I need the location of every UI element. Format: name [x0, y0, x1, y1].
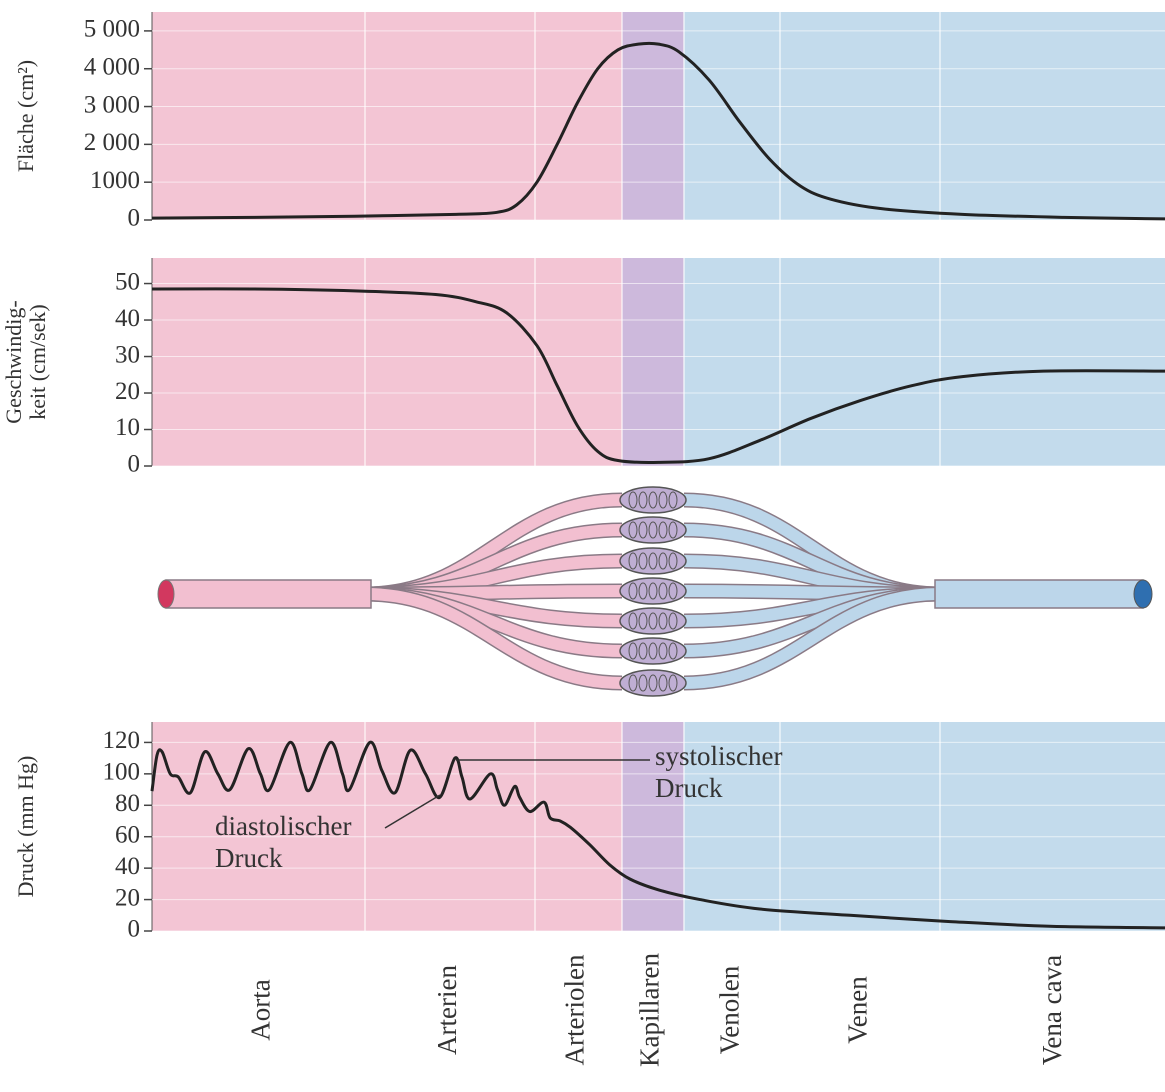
y-tick-label: 50 [115, 268, 140, 295]
region-band [684, 12, 1165, 220]
y-tick-label: 3 000 [84, 91, 140, 118]
figure: 010002 0003 0004 0005 000Fläche (cm²)010… [0, 0, 1165, 1092]
region-band [152, 12, 622, 220]
artery-tube [166, 580, 371, 608]
x-tick-label: Venolen [715, 965, 745, 1054]
y-tick-label: 1000 [90, 167, 140, 194]
vein-tube [935, 580, 1143, 608]
artery-lumen [158, 580, 174, 608]
capillary-bed [620, 548, 686, 574]
y-tick-label: 40 [115, 305, 140, 332]
y-tick-label: 120 [103, 727, 141, 754]
y-tick-label: 0 [128, 451, 141, 478]
y-tick-label: 5 000 [84, 16, 140, 43]
y-tick-label: 0 [128, 916, 141, 943]
y-tick-label: 10 [115, 414, 140, 441]
capillary-bed [620, 608, 686, 634]
y-axis-label: keit (cm/sek) [25, 304, 50, 419]
capillary-bed [620, 487, 686, 513]
vein-lumen [1134, 580, 1152, 608]
y-tick-label: 4 000 [84, 53, 140, 80]
region-band [684, 258, 1165, 466]
capillary-bed [620, 638, 686, 664]
y-tick-label: 100 [103, 759, 141, 786]
y-tick-label: 20 [115, 884, 140, 911]
annotation: Druck [655, 773, 723, 803]
x-tick-label: Aorta [246, 979, 276, 1040]
x-tick-label: Vena cava [1037, 955, 1067, 1065]
annotation: Druck [215, 843, 283, 873]
annotation: diastolischer [215, 811, 351, 841]
x-tick-label: Arteriolen [560, 954, 590, 1065]
y-tick-label: 40 [115, 853, 140, 880]
capillary-bed [620, 517, 686, 543]
y-axis-label: Geschwindig- [1, 300, 26, 423]
y-axis-label: Fläche (cm²) [13, 60, 38, 172]
y-tick-label: 60 [115, 821, 140, 848]
y-tick-label: 30 [115, 341, 140, 368]
region-band [622, 258, 684, 466]
vessel-diagram [158, 487, 1152, 696]
y-tick-label: 80 [115, 790, 140, 817]
y-axis-label: Druck (mm Hg) [13, 756, 38, 898]
x-tick-label: Venen [842, 976, 872, 1044]
capillary-bed [620, 670, 686, 696]
y-tick-label: 20 [115, 378, 140, 405]
x-tick-label: Kapillaren [635, 953, 665, 1067]
x-tick-label: Arterien [432, 965, 462, 1055]
y-tick-label: 0 [128, 205, 141, 232]
annotation: systolischer [655, 741, 783, 771]
y-tick-label: 2 000 [84, 129, 140, 156]
capillary-bed [620, 578, 686, 604]
